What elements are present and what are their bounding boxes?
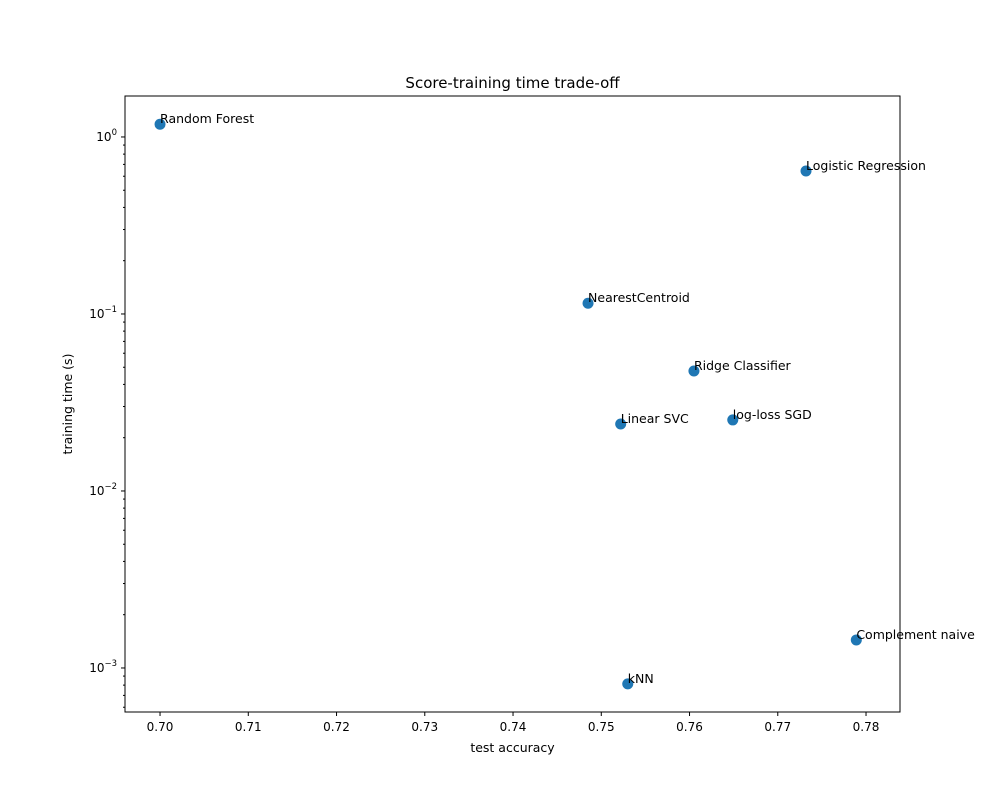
y-tick-base: 10: [96, 130, 111, 144]
x-tick-label: 0.75: [588, 720, 615, 734]
x-tick-label: 0.76: [676, 720, 703, 734]
y-axis-label: training time (s): [60, 354, 75, 455]
point-label: Linear SVC: [621, 411, 689, 426]
y-tick-base: 10: [89, 661, 104, 675]
y-tick-label: 10−2: [89, 482, 117, 498]
y-tick-exponent: −1: [104, 305, 117, 315]
y-tick-exponent: −2: [104, 482, 117, 492]
data-point: [800, 165, 812, 177]
y-tick-label: 10−3: [89, 659, 117, 675]
y-tick-exponent: −3: [104, 659, 117, 669]
x-tick-label: 0.70: [147, 720, 174, 734]
data-point: [622, 678, 634, 690]
y-tick-base: 10: [89, 484, 104, 498]
x-axis-label: test accuracy: [470, 740, 555, 755]
y-tick-label: 10−1: [89, 305, 117, 321]
data-point: [154, 118, 166, 130]
point-label: log-loss SGD: [733, 407, 812, 422]
x-tick-label: 0.74: [500, 720, 527, 734]
data-point: [727, 414, 739, 426]
data-point: [688, 365, 700, 377]
x-tick-label: 0.72: [323, 720, 350, 734]
x-tick-label: 0.78: [853, 720, 880, 734]
x-tick-label: 0.77: [764, 720, 791, 734]
chart-title: Score-training time trade-off: [405, 74, 620, 92]
y-tick-base: 10: [89, 307, 104, 321]
point-label: NearestCentroid: [588, 290, 690, 305]
data-point: [582, 297, 594, 309]
point-label: kNN: [628, 671, 654, 686]
point-label: Logistic Regression: [806, 158, 926, 173]
point-label: Complement naive: [856, 627, 975, 642]
y-tick-label: 100: [96, 128, 117, 144]
point-label: Ridge Classifier: [694, 358, 792, 373]
y-tick-exponent: 0: [112, 128, 117, 138]
x-tick-label: 0.71: [235, 720, 262, 734]
plot-frame: [124, 95, 901, 713]
point-label: Random Forest: [160, 111, 254, 126]
data-point: [850, 634, 862, 646]
x-tick-label: 0.73: [411, 720, 438, 734]
data-point: [615, 418, 627, 430]
